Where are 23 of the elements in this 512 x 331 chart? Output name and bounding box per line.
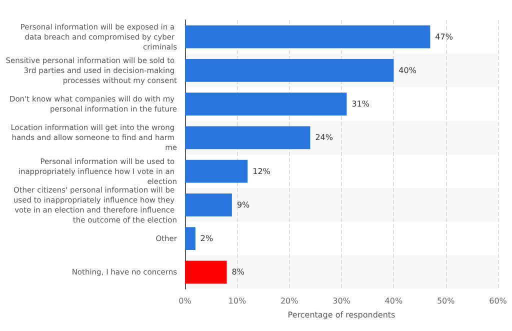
bar (185, 59, 394, 82)
data-label: 47% (435, 32, 454, 42)
x-tick-label: 10% (228, 296, 246, 306)
bar (185, 194, 232, 216)
data-label: 12% (252, 166, 271, 176)
x-axis-title: Percentage of respondents (288, 310, 396, 320)
x-tick-label: 0% (178, 296, 192, 306)
data-label: 24% (315, 133, 334, 142)
data-label: 40% (398, 66, 417, 75)
data-label: 9% (236, 200, 250, 210)
bar (185, 227, 196, 250)
bar (185, 92, 347, 116)
x-tick-label: 60% (489, 296, 508, 306)
x-tick-label: 30% (332, 296, 351, 306)
data-label: 31% (352, 100, 370, 109)
bar (185, 260, 227, 284)
x-tick-label: 50% (436, 296, 456, 306)
bar (185, 160, 248, 183)
data-label: 2% (200, 234, 214, 244)
x-tick-label: 20% (280, 296, 299, 306)
data-label: 8% (232, 268, 245, 277)
x-tick-label: 40% (384, 296, 403, 306)
bar (185, 126, 310, 150)
